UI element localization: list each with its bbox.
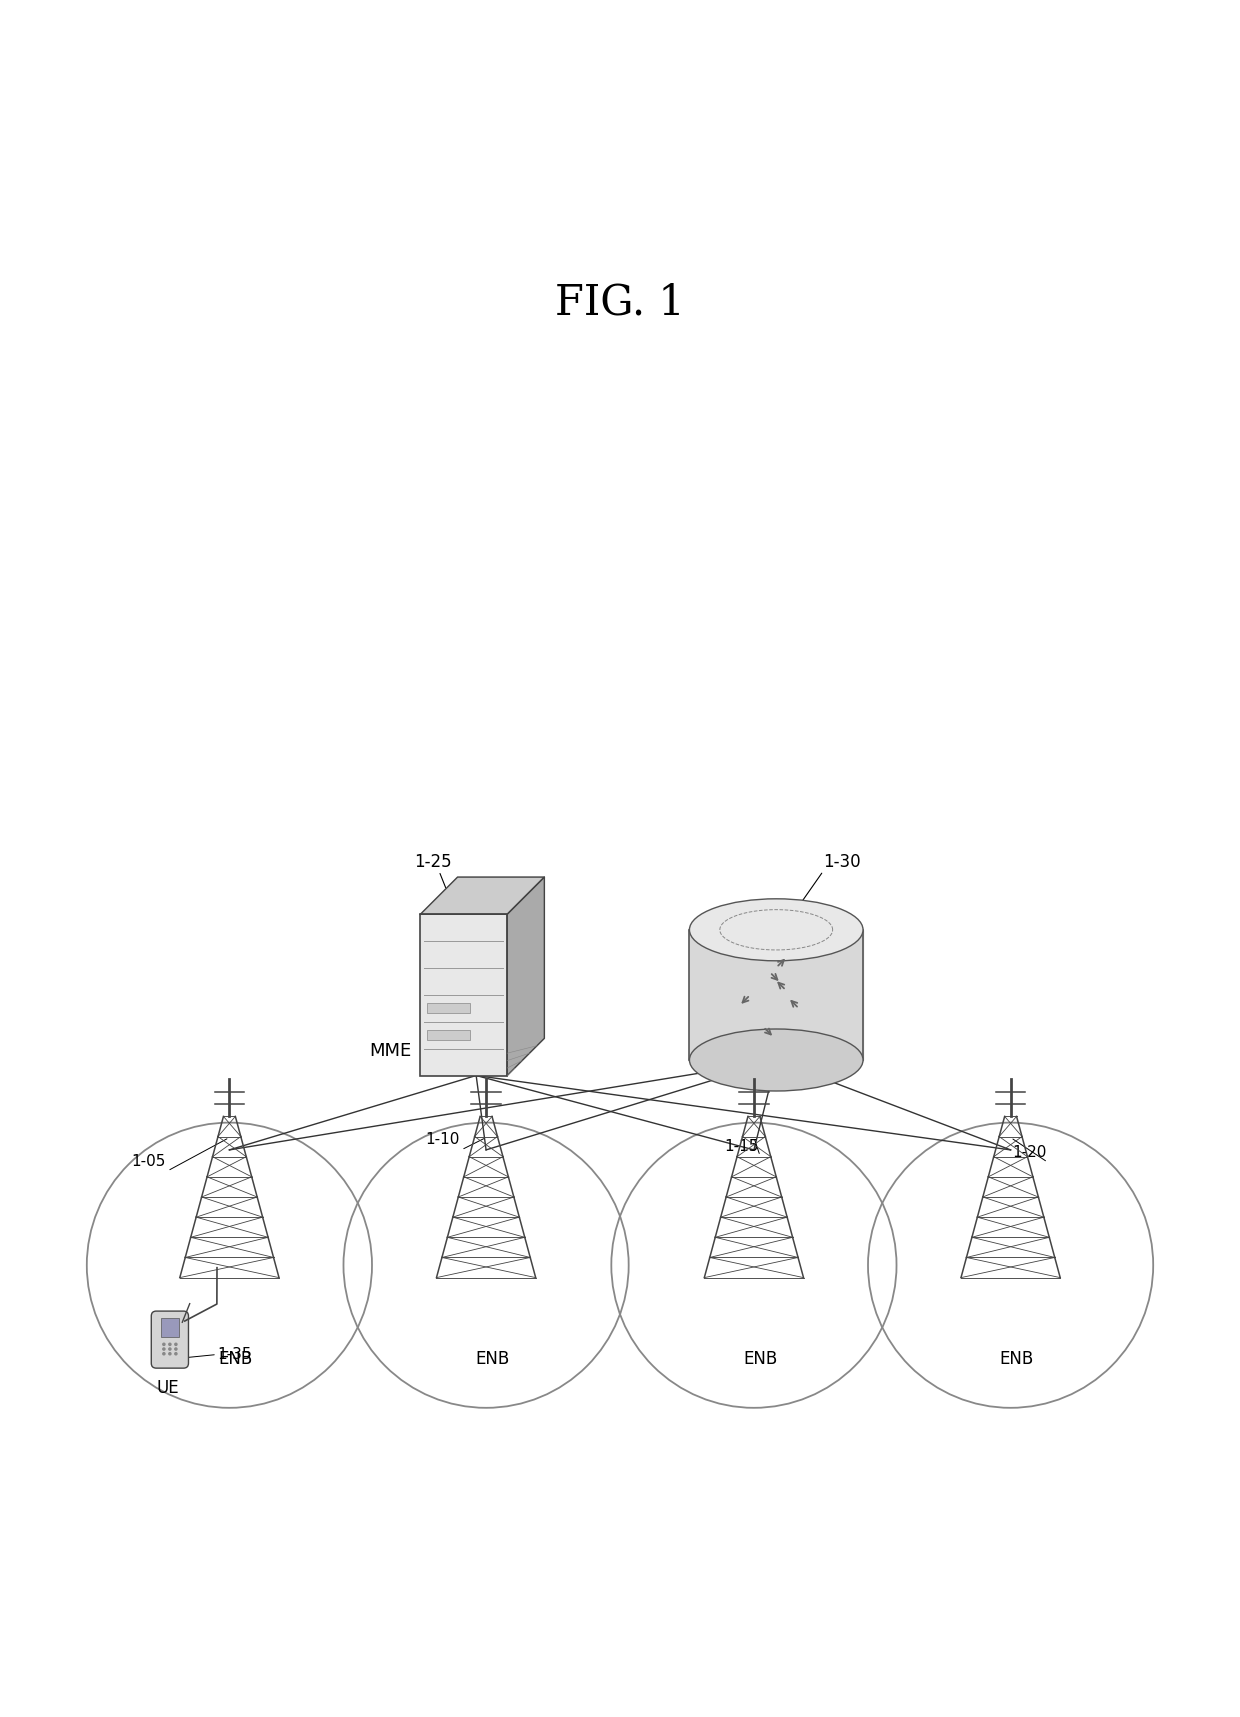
Text: ENB: ENB <box>475 1350 510 1367</box>
Circle shape <box>175 1348 177 1350</box>
FancyBboxPatch shape <box>151 1312 188 1368</box>
FancyBboxPatch shape <box>161 1319 179 1338</box>
Text: UE: UE <box>156 1379 179 1398</box>
Text: MME: MME <box>370 1042 412 1059</box>
Ellipse shape <box>689 1028 863 1090</box>
Text: 1-15: 1-15 <box>724 1138 759 1154</box>
Text: 1-20: 1-20 <box>1012 1145 1047 1159</box>
Circle shape <box>169 1348 171 1350</box>
FancyBboxPatch shape <box>427 1030 470 1041</box>
Circle shape <box>175 1353 177 1355</box>
Text: 1-30: 1-30 <box>823 853 861 871</box>
Text: FIG. 1: FIG. 1 <box>556 282 684 325</box>
Text: 1-25: 1-25 <box>414 853 451 871</box>
Circle shape <box>169 1343 171 1346</box>
Text: 1-05: 1-05 <box>131 1154 166 1169</box>
Text: S-GW: S-GW <box>770 1063 820 1080</box>
Ellipse shape <box>689 898 863 962</box>
Text: 1-35: 1-35 <box>217 1348 252 1362</box>
Circle shape <box>169 1353 171 1355</box>
Circle shape <box>175 1343 177 1346</box>
Text: ENB: ENB <box>218 1350 253 1367</box>
Circle shape <box>162 1353 165 1355</box>
Circle shape <box>162 1343 165 1346</box>
Polygon shape <box>689 931 863 1059</box>
FancyBboxPatch shape <box>427 1003 470 1013</box>
Text: 1-10: 1-10 <box>425 1133 460 1147</box>
Text: ENB: ENB <box>743 1350 777 1367</box>
Polygon shape <box>507 877 544 1075</box>
Text: ENB: ENB <box>999 1350 1034 1367</box>
FancyBboxPatch shape <box>420 913 507 1075</box>
Polygon shape <box>420 877 544 913</box>
Circle shape <box>162 1348 165 1350</box>
